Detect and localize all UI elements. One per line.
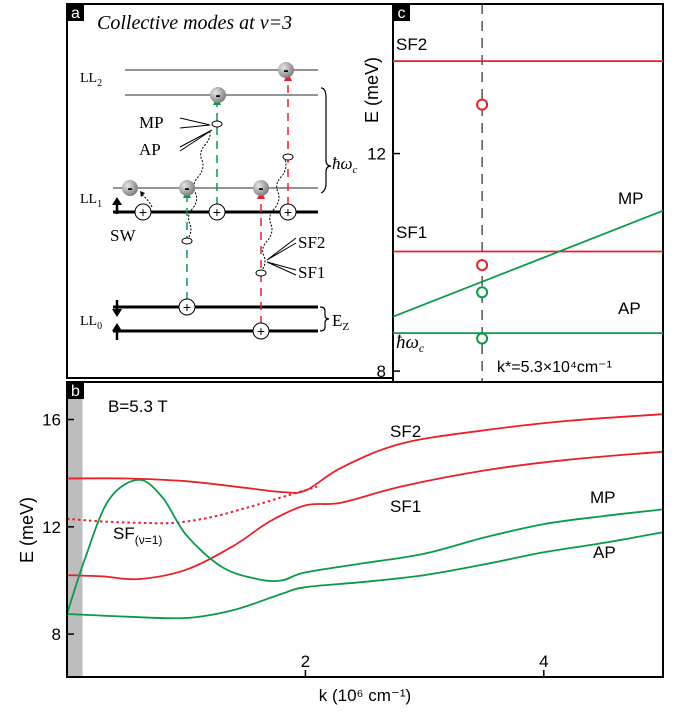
series-line-sf2 bbox=[66, 413, 664, 494]
panel-c-letter-box bbox=[393, 4, 410, 21]
panel-b-sf1-label: SF1 bbox=[390, 497, 421, 516]
panel-a: a Collective modes at ν=3 LL2 LL1 LL0 bbox=[66, 3, 394, 379]
panel-a-letter: a bbox=[71, 5, 80, 22]
holes: + + + + + bbox=[134, 203, 297, 340]
panel-b-letter-box bbox=[67, 382, 84, 399]
y-tick-label: 8 bbox=[52, 625, 61, 644]
panel-c: c 8 12 E (meV) SF2 SF1 MP AP ħωc k*=5.3×1… bbox=[362, 3, 664, 383]
data-point bbox=[476, 332, 489, 345]
hole-icon: + bbox=[279, 203, 297, 221]
panel-b-sf2-label: SF2 bbox=[390, 422, 421, 441]
panel-c-plot: 8 12 bbox=[367, 4, 664, 382]
svg-text:+: + bbox=[183, 299, 191, 315]
panel-a-sf1-label: SF1 bbox=[298, 263, 325, 282]
sw-flip-arrow bbox=[141, 194, 153, 208]
x-tick-label: 2 bbox=[301, 652, 310, 671]
panel-a-sf2-label: SF2 bbox=[298, 233, 325, 252]
mp-coupling-wave bbox=[186, 129, 211, 241]
svg-text:+: + bbox=[284, 204, 292, 220]
svg-text:+: + bbox=[139, 204, 147, 220]
sf2-marker bbox=[282, 153, 294, 161]
panel-a-ap-label: AP bbox=[139, 140, 161, 159]
panel-a-hwc-label: ħωc bbox=[332, 154, 358, 176]
panel-c-ylabel: E (meV) bbox=[362, 57, 382, 123]
sf1-pointer bbox=[266, 261, 297, 276]
panel-a-letter-box bbox=[67, 4, 84, 21]
mp-marker bbox=[211, 120, 223, 128]
panel-a-mp-label: MP bbox=[139, 113, 164, 132]
sf1-marker bbox=[255, 269, 267, 277]
panel-b-xlabel: k (10⁶ cm⁻¹) bbox=[319, 686, 411, 705]
sw-flip-arrowhead bbox=[140, 191, 145, 197]
panel-c-mp-label: MP bbox=[618, 189, 644, 208]
panel-b-mp-label: MP bbox=[590, 488, 616, 507]
panel-b-ylabel: E (meV) bbox=[17, 497, 37, 563]
ap-marker bbox=[181, 237, 193, 245]
series-line-sf1 bbox=[66, 450, 664, 581]
hole-icon: + bbox=[208, 203, 226, 221]
panel-b-ap-label: AP bbox=[593, 543, 616, 562]
svg-text:+: + bbox=[257, 323, 265, 339]
hole-icon: + bbox=[134, 203, 152, 221]
y-tick-label: 8 bbox=[377, 362, 386, 381]
data-point bbox=[476, 98, 489, 111]
spin-arrow-ll1-icon bbox=[112, 197, 122, 214]
svg-text:-: - bbox=[284, 62, 289, 79]
panel-a-title: Collective modes at ν=3 bbox=[97, 12, 292, 34]
panel-b-plot: 8 12 16 2 4 bbox=[42, 382, 664, 677]
panel-a-ez-label: EZ bbox=[332, 311, 349, 333]
data-point bbox=[476, 259, 489, 272]
panel-c-sf2-label: SF2 bbox=[396, 35, 427, 54]
electron-icon: - bbox=[278, 62, 294, 79]
series-line-ap bbox=[66, 531, 664, 620]
electron-icon: - bbox=[210, 87, 226, 104]
sf2-pointer bbox=[266, 237, 297, 261]
hwc-brace bbox=[320, 87, 332, 194]
svg-text:-: - bbox=[185, 180, 190, 197]
electron-icon: - bbox=[122, 180, 138, 197]
electron-icon: - bbox=[253, 180, 269, 197]
ez-brace bbox=[319, 306, 330, 332]
ll1-label: LL1 bbox=[80, 192, 102, 210]
ll0-label: LL0 bbox=[80, 314, 102, 332]
electron-icon: - bbox=[179, 180, 195, 197]
panel-c-letter: c bbox=[398, 5, 406, 22]
spin-arrows-ll0-icon bbox=[112, 300, 122, 340]
shaded-region bbox=[67, 382, 83, 677]
svg-text:-: - bbox=[216, 87, 221, 104]
x-tick-label: 4 bbox=[539, 652, 548, 671]
series-line-mp bbox=[66, 478, 664, 615]
data-point bbox=[476, 286, 489, 299]
ll2-label: LL2 bbox=[80, 71, 102, 89]
sf-coupling-wave bbox=[260, 159, 287, 273]
red-transition-arrows bbox=[257, 72, 292, 324]
ap-pointer bbox=[179, 129, 213, 152]
panel-b-letter: b bbox=[71, 383, 80, 400]
hole-icon: + bbox=[252, 322, 270, 340]
svg-text:-: - bbox=[128, 180, 133, 197]
y-tick-label: 12 bbox=[42, 518, 61, 537]
svg-text:+: + bbox=[213, 204, 221, 220]
electrons: - - - - - bbox=[122, 62, 294, 197]
panel-c-hwc-label: ħωc bbox=[396, 332, 425, 355]
svg-text:-: - bbox=[259, 180, 264, 197]
panel-a-sw-label: SW bbox=[110, 226, 136, 245]
y-tick-label: 16 bbox=[42, 411, 61, 430]
panel-b-sf-nu1-label: SF(ν=1) bbox=[113, 524, 162, 547]
panel-c-sf1-label: SF1 bbox=[396, 223, 427, 242]
panel-b-field-label: B=5.3 T bbox=[108, 397, 168, 416]
series-line-sf-1 bbox=[66, 485, 318, 525]
hole-icon: + bbox=[178, 298, 196, 316]
panel-c-kstar-annotation: k*=5.3×10⁴cm⁻¹ bbox=[497, 359, 612, 376]
panel-c-ap-label: AP bbox=[618, 299, 641, 318]
mp-pointer bbox=[179, 117, 211, 129]
series-line-mp bbox=[392, 209, 664, 318]
y-tick-label: 12 bbox=[367, 145, 386, 164]
panel-b-frame bbox=[66, 381, 664, 678]
